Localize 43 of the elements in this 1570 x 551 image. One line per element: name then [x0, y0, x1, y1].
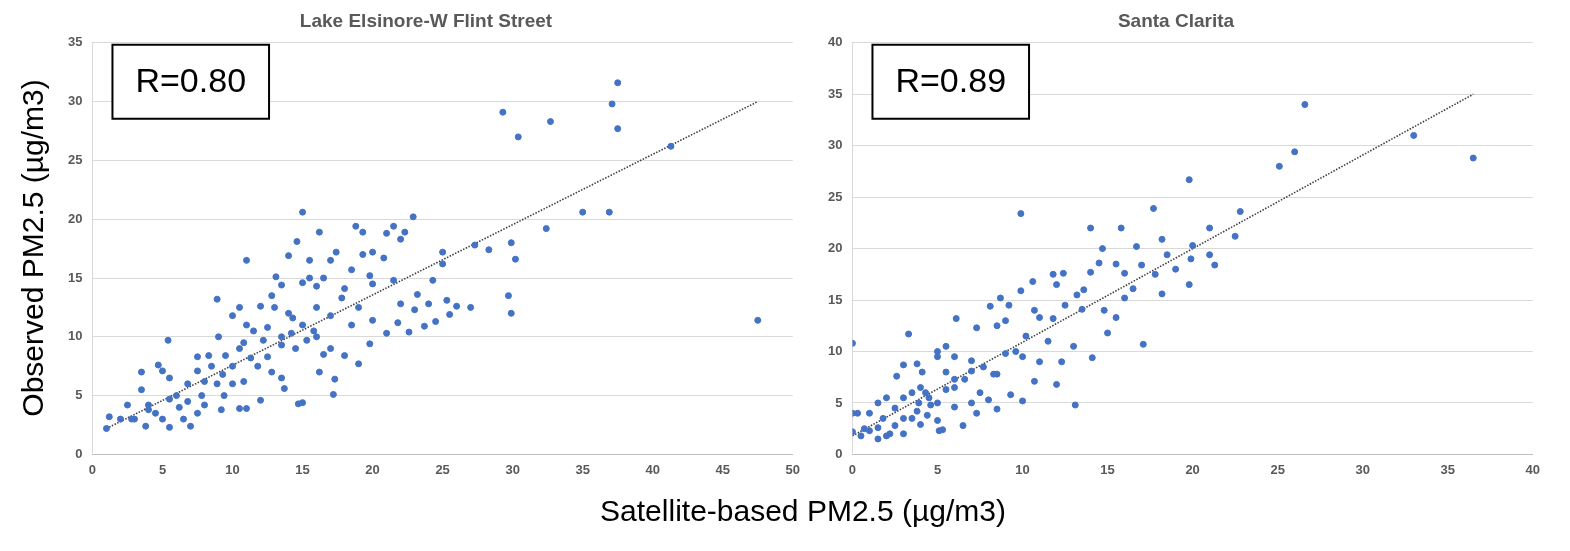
y-tick-label: 5: [835, 394, 843, 410]
y-tick-label: 20: [67, 210, 83, 226]
x-tick-label: 5: [158, 461, 167, 477]
y-tick-label: 10: [827, 343, 843, 359]
y-tick-label: 25: [67, 151, 83, 167]
x-tick-label: 25: [435, 461, 450, 477]
x-tick-label: 20: [1185, 461, 1200, 477]
x-tick-label: 10: [1015, 461, 1030, 477]
x-tick-label: 45: [715, 461, 730, 477]
x-tick-label: 40: [1525, 461, 1540, 477]
y-tick-label: 0: [835, 445, 843, 461]
x-tick-label: 0: [88, 461, 97, 477]
x-tick-label: 50: [785, 461, 800, 477]
chart-title: Lake Elsinore-W Flint Street: [299, 9, 553, 31]
annotation: R=0.80: [135, 61, 247, 100]
y-tick-label: 40: [827, 34, 843, 50]
annotation: R=0.89: [895, 61, 1007, 100]
x-tick-label: 25: [1270, 461, 1285, 477]
x-tick-label: 15: [1100, 461, 1115, 477]
x-tick-label: 10: [225, 461, 240, 477]
x-tick-label: 30: [1355, 461, 1370, 477]
y-tick-label: 15: [67, 269, 83, 285]
chart-title: Santa Clarita: [1117, 9, 1235, 31]
y-tick-label: 0: [75, 445, 83, 461]
y-tick-label: 5: [75, 387, 83, 403]
x-tick-label: 15: [295, 461, 310, 477]
y-tick-label: 30: [827, 137, 843, 153]
x-axis-title: Satellite-based PM2.5 (µg/m3): [599, 494, 1007, 528]
x-tick-label: 30: [505, 461, 520, 477]
x-tick-label: 35: [575, 461, 590, 477]
y-tick-label: 30: [67, 93, 83, 109]
x-tick-label: 0: [848, 461, 857, 477]
x-tick-label: 5: [933, 461, 942, 477]
y-tick-label: 20: [827, 240, 843, 256]
y-axis-title: Observed PM2.5 (µg/m3): [16, 79, 50, 417]
x-tick-label: 40: [645, 461, 660, 477]
y-tick-label: 15: [827, 291, 843, 307]
y-tick-label: 35: [67, 34, 83, 50]
x-tick-label: 20: [365, 461, 380, 477]
x-tick-label: 35: [1440, 461, 1455, 477]
y-tick-label: 25: [827, 188, 843, 204]
y-tick-label: 10: [67, 328, 83, 344]
y-tick-label: 35: [827, 85, 843, 101]
